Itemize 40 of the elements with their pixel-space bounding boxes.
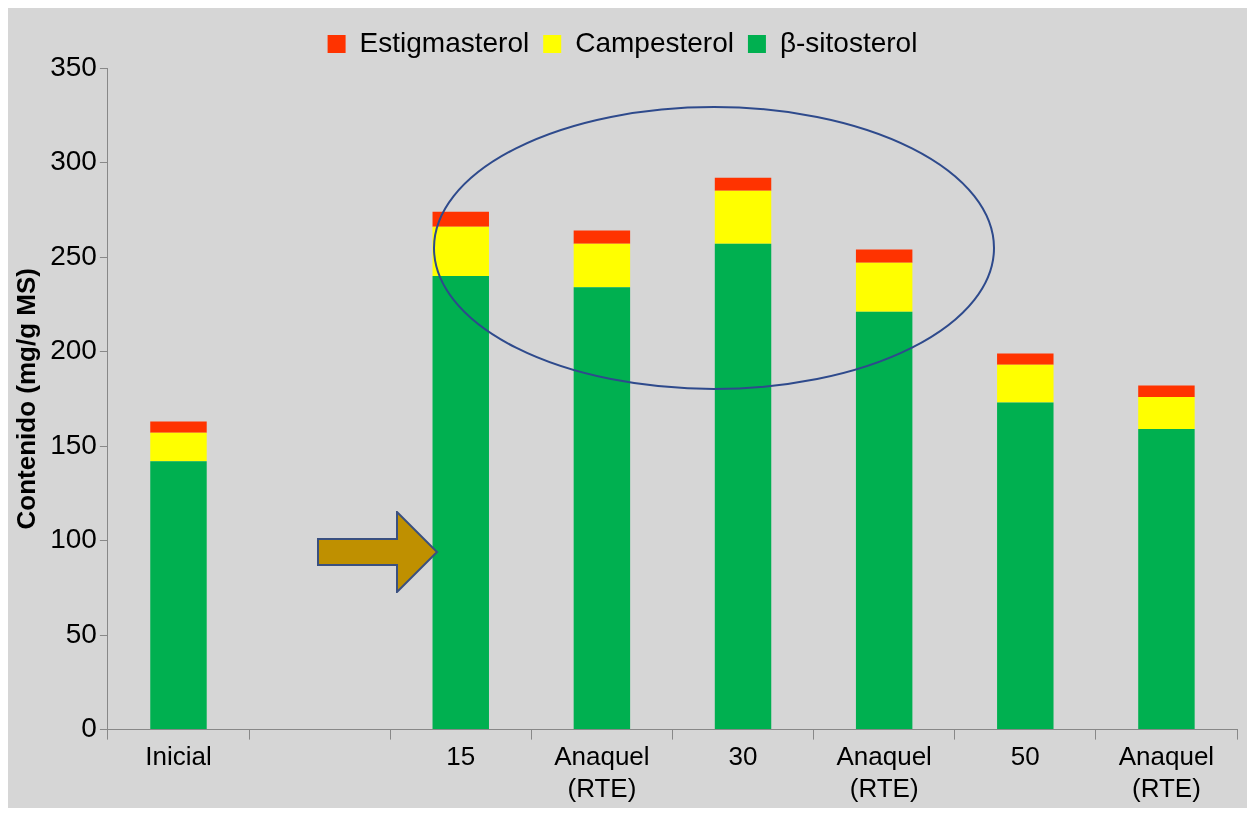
bar <box>997 353 1054 365</box>
y-tick-label: 50 <box>65 617 97 649</box>
x-tick-label: 15 <box>446 741 476 772</box>
x-tick-label: Inicial <box>145 741 212 772</box>
y-tick-label: 250 <box>50 239 97 271</box>
legend-label: Estigmasterol <box>359 26 530 58</box>
bar <box>150 421 207 433</box>
bar <box>855 262 913 312</box>
bar <box>855 249 913 263</box>
y-tick-label: 300 <box>50 145 97 177</box>
bar <box>714 190 772 244</box>
x-tick-label: Anaquel (RTE) <box>836 741 932 803</box>
bar <box>1138 429 1195 730</box>
bar <box>714 243 772 730</box>
legend-label: β-sitosterol <box>779 26 918 58</box>
legend-label: Campesterol <box>575 26 734 58</box>
bar <box>573 243 631 288</box>
bar <box>432 275 489 730</box>
bar <box>714 177 772 191</box>
y-axis-title: Contenido (mg/g MS) <box>10 268 41 530</box>
bar <box>855 311 913 730</box>
bar <box>1138 396 1195 430</box>
bar <box>150 461 207 730</box>
y-tick-label: 150 <box>50 428 97 460</box>
bar <box>432 211 489 227</box>
y-tick-label: 350 <box>50 50 97 82</box>
bar <box>432 226 489 276</box>
bar <box>997 402 1054 730</box>
y-tick-label: 200 <box>50 334 97 366</box>
x-tick-label: Anaquel (RTE) <box>1118 741 1215 803</box>
y-tick-label: 100 <box>50 523 97 555</box>
bar <box>1138 385 1195 397</box>
x-tick-label: 50 <box>1010 741 1040 772</box>
bar <box>573 230 631 244</box>
x-tick-label: Anaquel (RTE) <box>554 741 650 803</box>
x-tick-label: 30 <box>728 741 758 772</box>
bar <box>997 364 1054 403</box>
bar <box>150 432 207 462</box>
bar <box>573 287 631 730</box>
y-tick-label: 0 <box>81 712 97 744</box>
